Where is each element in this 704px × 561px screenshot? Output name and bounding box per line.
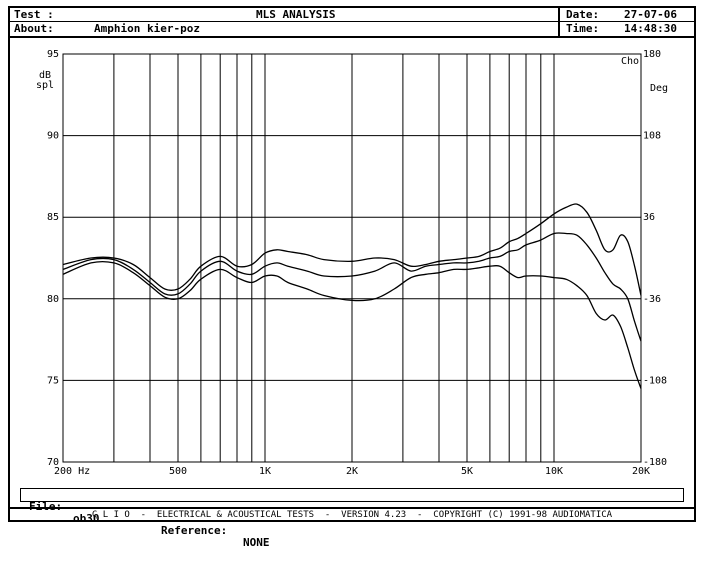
x-tick-label: 1K xyxy=(259,466,271,477)
header-separator xyxy=(558,8,560,36)
corner-label: Cho xyxy=(621,56,639,67)
chart-labels: dB spl Deg Cho 70 75 80 85 90 95 -180 -108 -36 36… xyxy=(36,49,668,477)
page-title: MLS ANALYSIS xyxy=(256,8,336,21)
date-label: Date: xyxy=(566,8,600,21)
about-value: Amphion kier-poz xyxy=(94,22,200,35)
report-header: Test : About: Amphion kier-poz MLS ANALY… xyxy=(10,8,694,38)
y-tick-label: 85 xyxy=(47,212,59,223)
plot-border xyxy=(62,53,642,463)
y-tick-label: 75 xyxy=(47,375,59,386)
file-label: File: xyxy=(29,500,63,513)
y2-tick-label: 108 xyxy=(643,131,661,142)
copyright-bar: C L I O - ELECTRICAL & ACOUSTICAL TESTS … xyxy=(10,507,694,522)
y2-tick-label: 180 xyxy=(643,49,661,60)
y2-axis-label: Deg xyxy=(650,83,668,94)
report-frame: Test : About: Amphion kier-poz MLS ANALY… xyxy=(8,6,696,549)
reference-value: NONE xyxy=(243,536,270,549)
y-tick-label: 70 xyxy=(47,457,59,468)
response-trace-1 xyxy=(62,203,642,296)
response-trace-3 xyxy=(62,260,642,389)
x-tick-label: 5K xyxy=(461,466,473,477)
chart-traces xyxy=(62,203,642,389)
x-tick-label: 200 Hz xyxy=(54,466,90,477)
header-divider xyxy=(10,21,694,22)
time-value: 14:48:30 xyxy=(624,22,677,35)
response-trace-2 xyxy=(62,232,642,342)
frequency-response-chart: dB spl Deg Cho 70 75 80 85 90 95 -180 -108 -36 36… xyxy=(36,49,668,477)
x-tick-label: 10K xyxy=(545,466,563,477)
chart-grid xyxy=(63,53,641,463)
y2-tick-label: -180 xyxy=(643,457,667,468)
y-axis-label-unit: dB xyxy=(39,70,51,81)
file-value: ob30 xyxy=(73,512,100,525)
y-tick-label: 80 xyxy=(47,294,59,305)
y2-tick-label: -36 xyxy=(643,294,661,305)
time-label: Time: xyxy=(566,22,600,35)
x-tick-label: 20K xyxy=(632,466,650,477)
date-value: 27-07-06 xyxy=(624,8,677,21)
y2-tick-label: 36 xyxy=(643,212,655,223)
y-tick-label: 95 xyxy=(47,49,59,60)
y-tick-label: 90 xyxy=(47,131,59,142)
about-label: About: xyxy=(14,22,54,35)
y-axis-label-spl: spl xyxy=(36,80,54,91)
y2-tick-label: -108 xyxy=(643,375,667,386)
test-label: Test : xyxy=(14,8,54,21)
x-tick-label: 500 xyxy=(169,466,187,477)
x-tick-label: 2K xyxy=(346,466,358,477)
